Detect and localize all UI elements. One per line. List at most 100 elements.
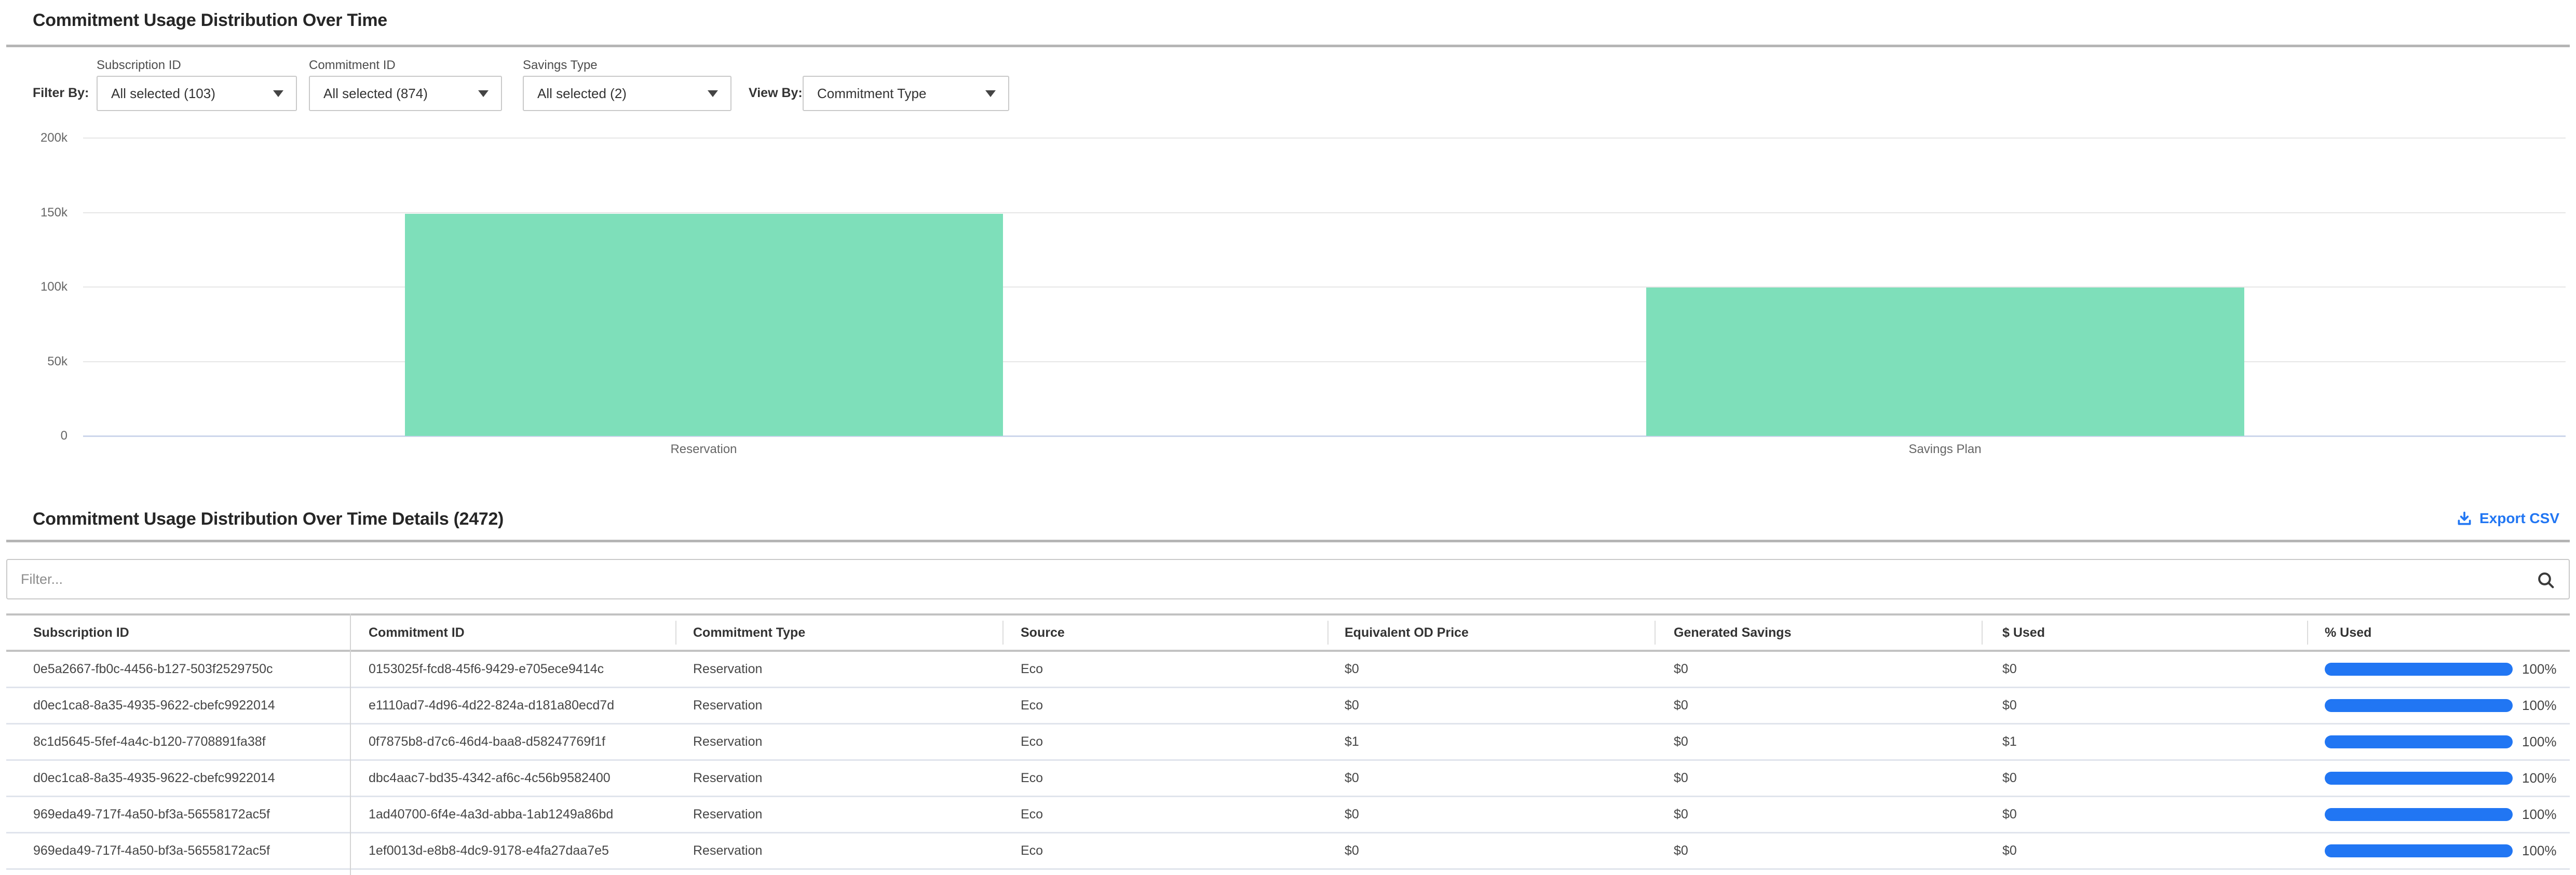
gridline — [83, 138, 2566, 139]
usage-percent-label: 100% — [2522, 698, 2557, 713]
chevron-down-icon — [708, 90, 718, 97]
cell-commitment-id: e1110ad7-4d96-4d22-824a-d181a80ecd7d — [369, 698, 615, 713]
table-row[interactable]: 0e5a2667-fb0c-4456-b127-503f2529750c 015… — [6, 652, 2570, 688]
section-divider — [6, 45, 2570, 47]
cell-dollar-used: $1 — [2002, 734, 2017, 749]
chart-bar[interactable] — [404, 214, 1003, 436]
cell-generated-savings: $0 — [1674, 734, 1688, 749]
cell-dollar-used: $0 — [2002, 843, 2017, 858]
savings-type-dropdown[interactable]: All selected (2) — [523, 76, 731, 111]
chart-bar[interactable] — [1646, 288, 2244, 436]
cell-generated-savings: $0 — [1674, 807, 1688, 822]
gridline — [83, 212, 2566, 213]
cell-equivalent-od-price: $0 — [1345, 771, 1359, 785]
header-separator — [1655, 621, 1656, 645]
cell-percent-used: 100% — [2307, 661, 2570, 677]
view-by-label: View By: — [749, 86, 803, 100]
table-body: 0e5a2667-fb0c-4456-b127-503f2529750c 015… — [6, 652, 2570, 870]
cell-percent-used: 100% — [2307, 734, 2570, 750]
chevron-down-icon — [273, 90, 283, 97]
header-separator — [2307, 621, 2308, 645]
cell-generated-savings: $0 — [1674, 662, 1688, 676]
column-header-percent-used[interactable]: % Used — [2325, 625, 2372, 640]
column-header-source[interactable]: Source — [1021, 625, 1065, 640]
cell-generated-savings: $0 — [1674, 843, 1688, 858]
cell-source: Eco — [1021, 843, 1043, 858]
commitment-id-filter-label: Commitment ID — [309, 58, 396, 72]
y-axis-tick-label: 200k — [40, 131, 67, 145]
table-row[interactable]: 969eda49-717f-4a50-bf3a-56558172ac5f 1ef… — [6, 833, 2570, 870]
column-header-generated-savings[interactable]: Generated Savings — [1674, 625, 1792, 640]
table-filter-input[interactable] — [7, 560, 2569, 598]
cell-percent-used: 100% — [2307, 843, 2570, 859]
cell-equivalent-od-price: $1 — [1345, 734, 1359, 749]
x-axis-category-label: Reservation — [670, 442, 737, 456]
x-axis-category-label: Savings Plan — [1908, 442, 1982, 456]
usage-progress-bar — [2325, 735, 2513, 748]
table-header-bottom-border — [6, 650, 2570, 652]
table-column-divider — [350, 613, 351, 875]
header-separator — [675, 621, 676, 645]
column-header-dollar-used[interactable]: $ Used — [2002, 625, 2045, 640]
savings-type-dropdown-value: All selected (2) — [537, 85, 627, 101]
usage-progress-bar — [2325, 663, 2513, 676]
cell-subscription-id: 8c1d5645-5fef-4a4c-b120-7708891fa38f — [33, 734, 266, 749]
commitment-id-dropdown-value: All selected (874) — [323, 85, 428, 101]
table-filter-container — [6, 559, 2570, 599]
cell-source: Eco — [1021, 734, 1043, 749]
usage-progress-bar — [2325, 772, 2513, 785]
header-separator — [1982, 621, 1983, 645]
usage-percent-label: 100% — [2522, 661, 2557, 677]
cell-dollar-used: $0 — [2002, 698, 2017, 713]
details-section-title: Commitment Usage Distribution Over Time … — [33, 509, 504, 529]
cell-equivalent-od-price: $0 — [1345, 662, 1359, 676]
download-icon — [2456, 510, 2473, 527]
cell-subscription-id: 0e5a2667-fb0c-4456-b127-503f2529750c — [33, 662, 273, 676]
cell-dollar-used: $0 — [2002, 662, 2017, 676]
cell-subscription-id: 969eda49-717f-4a50-bf3a-56558172ac5f — [33, 807, 270, 822]
table-row[interactable]: 969eda49-717f-4a50-bf3a-56558172ac5f 1ad… — [6, 797, 2570, 833]
cell-subscription-id: d0ec1ca8-8a35-4935-9622-cbefc9922014 — [33, 771, 275, 785]
commitment-id-dropdown[interactable]: All selected (874) — [309, 76, 502, 111]
usage-percent-label: 100% — [2522, 770, 2557, 786]
column-header-subscription-id[interactable]: Subscription ID — [33, 625, 129, 640]
table-header-row: Subscription ID Commitment ID Commitment… — [6, 616, 2570, 650]
chart-section-title: Commitment Usage Distribution Over Time — [33, 10, 387, 30]
cell-commitment-id: 1ef0013d-e8b8-4dc9-9178-e4fa27daa7e5 — [369, 843, 609, 858]
column-header-commitment-type[interactable]: Commitment Type — [693, 625, 806, 640]
header-separator — [1002, 621, 1004, 645]
cell-equivalent-od-price: $0 — [1345, 698, 1359, 713]
view-by-dropdown[interactable]: Commitment Type — [803, 76, 1009, 111]
cell-commitment-type: Reservation — [693, 662, 763, 676]
column-header-commitment-id[interactable]: Commitment ID — [369, 625, 465, 640]
cell-commitment-type: Reservation — [693, 807, 763, 822]
cell-generated-savings: $0 — [1674, 698, 1688, 713]
cell-percent-used: 100% — [2307, 770, 2570, 786]
usage-percent-label: 100% — [2522, 843, 2557, 858]
cell-commitment-id: dbc4aac7-bd35-4342-af6c-4c56b9582400 — [369, 771, 611, 785]
section-divider — [6, 540, 2570, 542]
subscription-id-dropdown-value: All selected (103) — [111, 85, 215, 101]
y-axis-tick-label: 100k — [40, 280, 67, 294]
subscription-id-filter-label: Subscription ID — [97, 58, 181, 72]
table-row[interactable]: 8c1d5645-5fef-4a4c-b120-7708891fa38f 0f7… — [6, 724, 2570, 761]
cell-equivalent-od-price: $0 — [1345, 843, 1359, 858]
header-separator — [1327, 621, 1328, 645]
cell-commitment-id: 0f7875b8-d7c6-46d4-baa8-d58247769f1f — [369, 734, 605, 749]
export-csv-button[interactable]: Export CSV — [2456, 510, 2559, 527]
cell-commitment-id: 1ad40700-6f4e-4a3d-abba-1ab1249a86bd — [369, 807, 614, 822]
cell-dollar-used: $0 — [2002, 771, 2017, 785]
table-row[interactable]: d0ec1ca8-8a35-4935-9622-cbefc9922014 dbc… — [6, 761, 2570, 797]
usage-progress-bar — [2325, 844, 2513, 857]
cell-commitment-type: Reservation — [693, 771, 763, 785]
cell-commitment-type: Reservation — [693, 698, 763, 713]
cell-equivalent-od-price: $0 — [1345, 807, 1359, 822]
y-axis-tick-label: 150k — [40, 205, 67, 220]
column-header-equivalent-od-price[interactable]: Equivalent OD Price — [1345, 625, 1469, 640]
table-header-top-border — [6, 613, 2570, 616]
table-row[interactable]: d0ec1ca8-8a35-4935-9622-cbefc9922014 e11… — [6, 688, 2570, 724]
cell-percent-used: 100% — [2307, 806, 2570, 823]
subscription-id-dropdown[interactable]: All selected (103) — [97, 76, 297, 111]
search-icon[interactable] — [2536, 570, 2556, 593]
